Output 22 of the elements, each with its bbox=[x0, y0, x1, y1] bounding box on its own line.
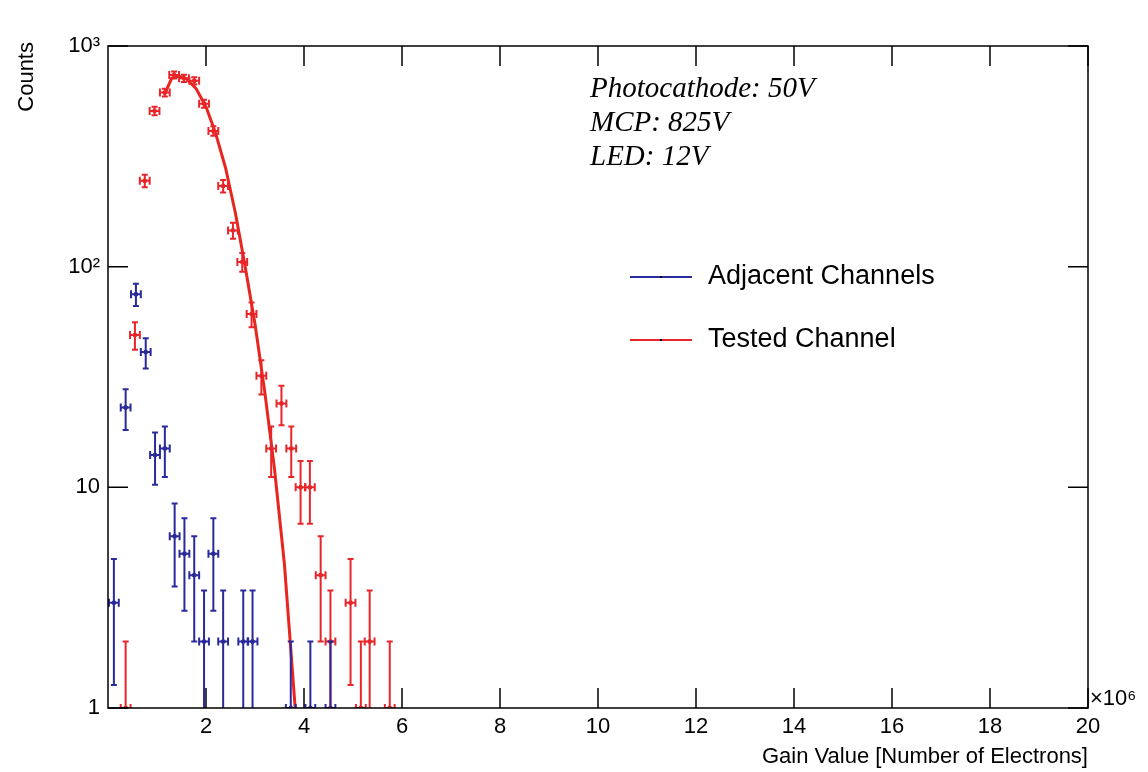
y-tick-label: 10² bbox=[68, 252, 100, 278]
x-tick-label: 20 bbox=[1075, 713, 1101, 739]
legend-label: Tested Channel bbox=[708, 323, 896, 354]
x-tick-label: 12 bbox=[683, 713, 709, 739]
x-tick-label: 2 bbox=[199, 713, 213, 739]
legend-label: Adjacent Channels bbox=[708, 260, 935, 291]
annotation: LED: 12V bbox=[589, 139, 712, 171]
y-tick-label: 10³ bbox=[68, 32, 100, 58]
x-tick-label: 4 bbox=[297, 713, 311, 739]
x-axis-title: Gain Value [Number of Electrons] bbox=[761, 743, 1088, 769]
y-axis-title: Counts bbox=[13, 42, 39, 112]
y-tick-label: 1 bbox=[87, 694, 100, 720]
y-tick-label: 10 bbox=[75, 473, 100, 499]
x-tick-label: 8 bbox=[493, 713, 507, 739]
x-tick-label: 14 bbox=[781, 713, 807, 739]
annotation: MCP: 825V bbox=[589, 105, 733, 137]
x-tick-label: 18 bbox=[977, 713, 1003, 739]
text: ×10⁶ bbox=[1090, 685, 1137, 711]
x-tick-label: 16 bbox=[879, 713, 905, 739]
x-tick-label: 6 bbox=[395, 713, 409, 739]
x-tick-label: 10 bbox=[585, 713, 611, 739]
annotation: Photocathode: 50V bbox=[589, 71, 818, 103]
